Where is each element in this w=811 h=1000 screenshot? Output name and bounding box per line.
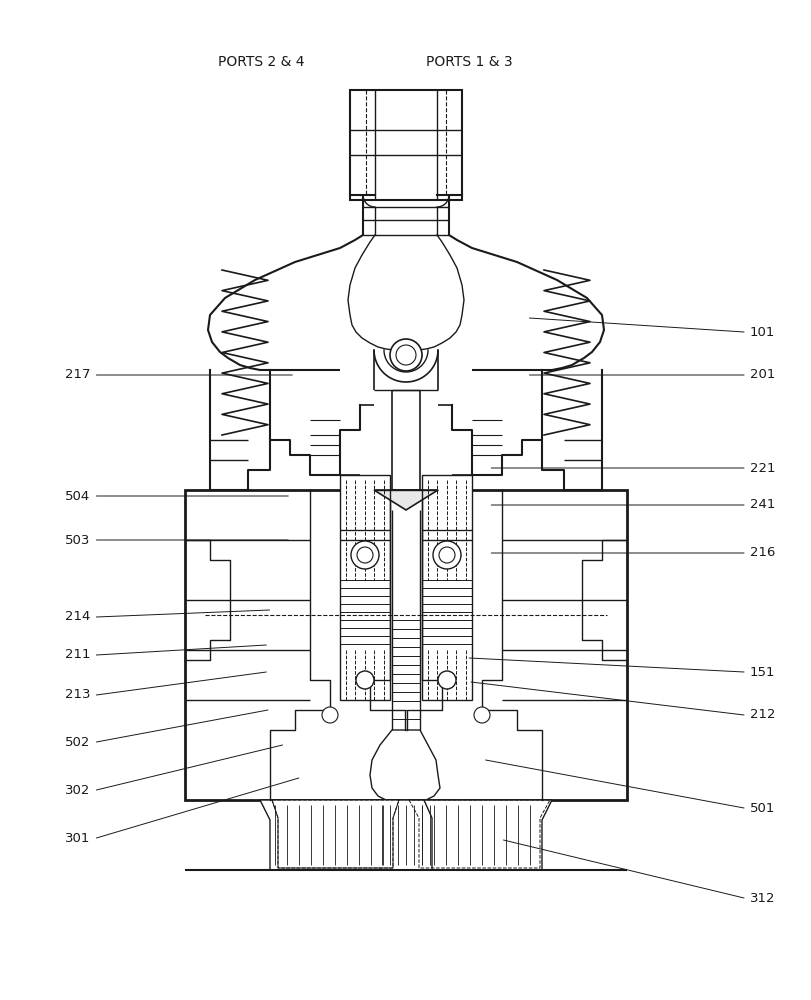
Text: 302: 302 xyxy=(65,784,90,796)
Text: 503: 503 xyxy=(65,534,90,546)
Text: 216: 216 xyxy=(749,546,775,560)
Text: 212: 212 xyxy=(749,708,775,722)
Circle shape xyxy=(474,707,489,723)
Text: 501: 501 xyxy=(749,802,775,814)
Text: 221: 221 xyxy=(749,462,775,475)
Text: 217: 217 xyxy=(65,368,90,381)
Bar xyxy=(422,475,471,700)
Circle shape xyxy=(389,339,422,371)
Text: 151: 151 xyxy=(749,666,775,678)
Text: 201: 201 xyxy=(749,368,775,381)
Text: 504: 504 xyxy=(65,489,90,502)
Text: PORTS 1 & 3: PORTS 1 & 3 xyxy=(426,55,512,69)
Polygon shape xyxy=(272,800,398,868)
Polygon shape xyxy=(370,730,440,800)
Circle shape xyxy=(357,547,372,563)
Circle shape xyxy=(350,541,379,569)
Circle shape xyxy=(432,541,461,569)
Circle shape xyxy=(322,707,337,723)
Polygon shape xyxy=(380,800,431,870)
Text: 101: 101 xyxy=(749,326,775,338)
Polygon shape xyxy=(260,800,405,870)
Polygon shape xyxy=(374,490,437,510)
Polygon shape xyxy=(406,800,551,870)
Bar xyxy=(350,90,461,200)
Text: 211: 211 xyxy=(65,648,90,662)
Circle shape xyxy=(439,547,454,563)
Circle shape xyxy=(355,671,374,689)
Text: 241: 241 xyxy=(749,498,775,512)
Text: 213: 213 xyxy=(65,688,90,702)
Text: 301: 301 xyxy=(65,832,90,844)
Text: PORTS 2 & 4: PORTS 2 & 4 xyxy=(218,55,304,69)
Text: 502: 502 xyxy=(65,736,90,748)
Circle shape xyxy=(437,671,456,689)
Bar xyxy=(340,475,389,700)
Bar xyxy=(185,490,626,800)
Circle shape xyxy=(396,345,415,365)
Text: 312: 312 xyxy=(749,892,775,904)
Text: 214: 214 xyxy=(65,610,90,624)
